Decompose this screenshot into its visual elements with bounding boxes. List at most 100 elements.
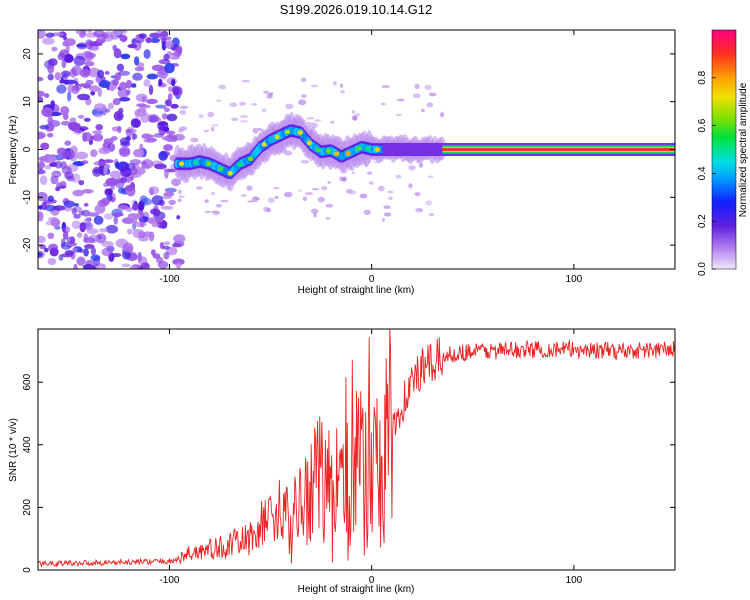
noise-blob [78, 114, 85, 119]
noise-blob [47, 154, 57, 163]
noise-blob [103, 165, 108, 176]
noise-blob [132, 133, 138, 140]
noise-blob [64, 250, 74, 256]
ridge-hotspot [227, 170, 233, 176]
noise-blob [129, 265, 138, 269]
snr-y-tick-label: 400 [22, 436, 33, 453]
noise-blob [41, 107, 53, 117]
snr-panel: -100 0 100 0 200 400 600 Height of straight l… [8, 328, 676, 595]
noise-blob [154, 133, 164, 138]
noise-speckle [196, 186, 203, 190]
noise-blob [113, 110, 124, 122]
noise-blob [158, 150, 168, 161]
noise-blob [40, 142, 50, 150]
noise-speckle [314, 119, 321, 122]
noise-speckle [207, 111, 215, 118]
noise-blob [127, 213, 140, 219]
noise-blob [168, 86, 173, 93]
ridge-hotspot [375, 147, 381, 152]
noise-blob [137, 107, 147, 114]
noise-blob [39, 124, 50, 130]
snr-y-tick-label: 200 [22, 499, 33, 516]
noise-speckle [298, 189, 303, 192]
noise-blob [73, 263, 78, 269]
noise-blob [105, 224, 119, 234]
noise-blob [148, 186, 160, 195]
noise-speckle [177, 198, 182, 203]
noise-blob [143, 79, 151, 87]
noise-speckle [412, 93, 421, 99]
noise-blob [54, 72, 62, 81]
snr-y-ticks: 0 200 400 600 [22, 373, 675, 573]
noise-speckle [178, 126, 188, 131]
noise-blob [130, 167, 138, 176]
noise-blob [164, 99, 172, 106]
noise-blob [51, 172, 62, 176]
noise-blob [79, 222, 86, 233]
ridge-hotspot [297, 130, 303, 136]
noise-blob [171, 52, 181, 57]
noise-speckle [440, 111, 445, 118]
noise-blob [112, 98, 121, 106]
colorbar-tick-label: 0.4 [697, 166, 708, 180]
noise-blob [38, 161, 46, 169]
noise-blob [83, 248, 89, 257]
noise-blob [168, 199, 176, 206]
noise-blob [47, 116, 54, 125]
noise-speckle [301, 94, 307, 98]
ridge-hotspot [306, 140, 312, 146]
snr-y-tick-label: 0 [22, 567, 33, 573]
noise-blob [112, 79, 119, 86]
noise-blob [104, 213, 114, 220]
noise-blob [117, 88, 130, 99]
noise-blob [166, 113, 178, 122]
noise-blob [133, 56, 140, 66]
noise-blob [59, 185, 67, 189]
noise-speckle [325, 203, 334, 208]
noise-blob [95, 124, 103, 131]
noise-blob [47, 63, 55, 74]
noise-blob [59, 79, 66, 84]
noise-blob [97, 69, 105, 78]
noise-speckle [426, 102, 434, 108]
noise-blob [46, 133, 54, 138]
noise-speckle [408, 183, 413, 189]
noise-blob [115, 238, 129, 248]
noise-blob [99, 228, 109, 233]
noise-blob [161, 136, 171, 141]
noise-blob [163, 241, 171, 246]
noise-blob [119, 81, 128, 90]
noise-speckle [239, 101, 246, 106]
noise-blob [112, 212, 124, 217]
noise-speckle [220, 199, 229, 203]
colorbar-gradient [711, 29, 737, 270]
ridge-hotspot [365, 146, 371, 152]
noise-blob [164, 187, 177, 193]
noise-blob [135, 110, 141, 119]
noise-blob [110, 185, 115, 191]
noise-blob [171, 178, 181, 187]
noise-blob [161, 40, 167, 51]
noise-speckle [306, 121, 311, 125]
noise-blob [85, 39, 93, 50]
noise-blob [101, 247, 113, 257]
noise-blob [113, 215, 119, 225]
noise-blob [118, 70, 130, 76]
noise-blob [83, 202, 89, 207]
noise-blob [152, 208, 161, 217]
noise-blob [152, 253, 161, 259]
snr-y-label: SNR (10 * v/v) [8, 418, 19, 482]
noise-blob [104, 71, 110, 75]
noise-blob [151, 195, 164, 206]
noise-speckle [204, 210, 211, 214]
noise-blob [90, 149, 98, 158]
noise-blob [45, 123, 55, 132]
noise-blob [57, 149, 71, 159]
noise-speckle [267, 197, 275, 203]
noise-blob [135, 33, 145, 44]
noise-blob [98, 147, 111, 155]
noise-blob [84, 244, 95, 249]
noise-blob [92, 133, 104, 142]
noise-blob [138, 147, 144, 158]
noise-blob [160, 205, 174, 210]
